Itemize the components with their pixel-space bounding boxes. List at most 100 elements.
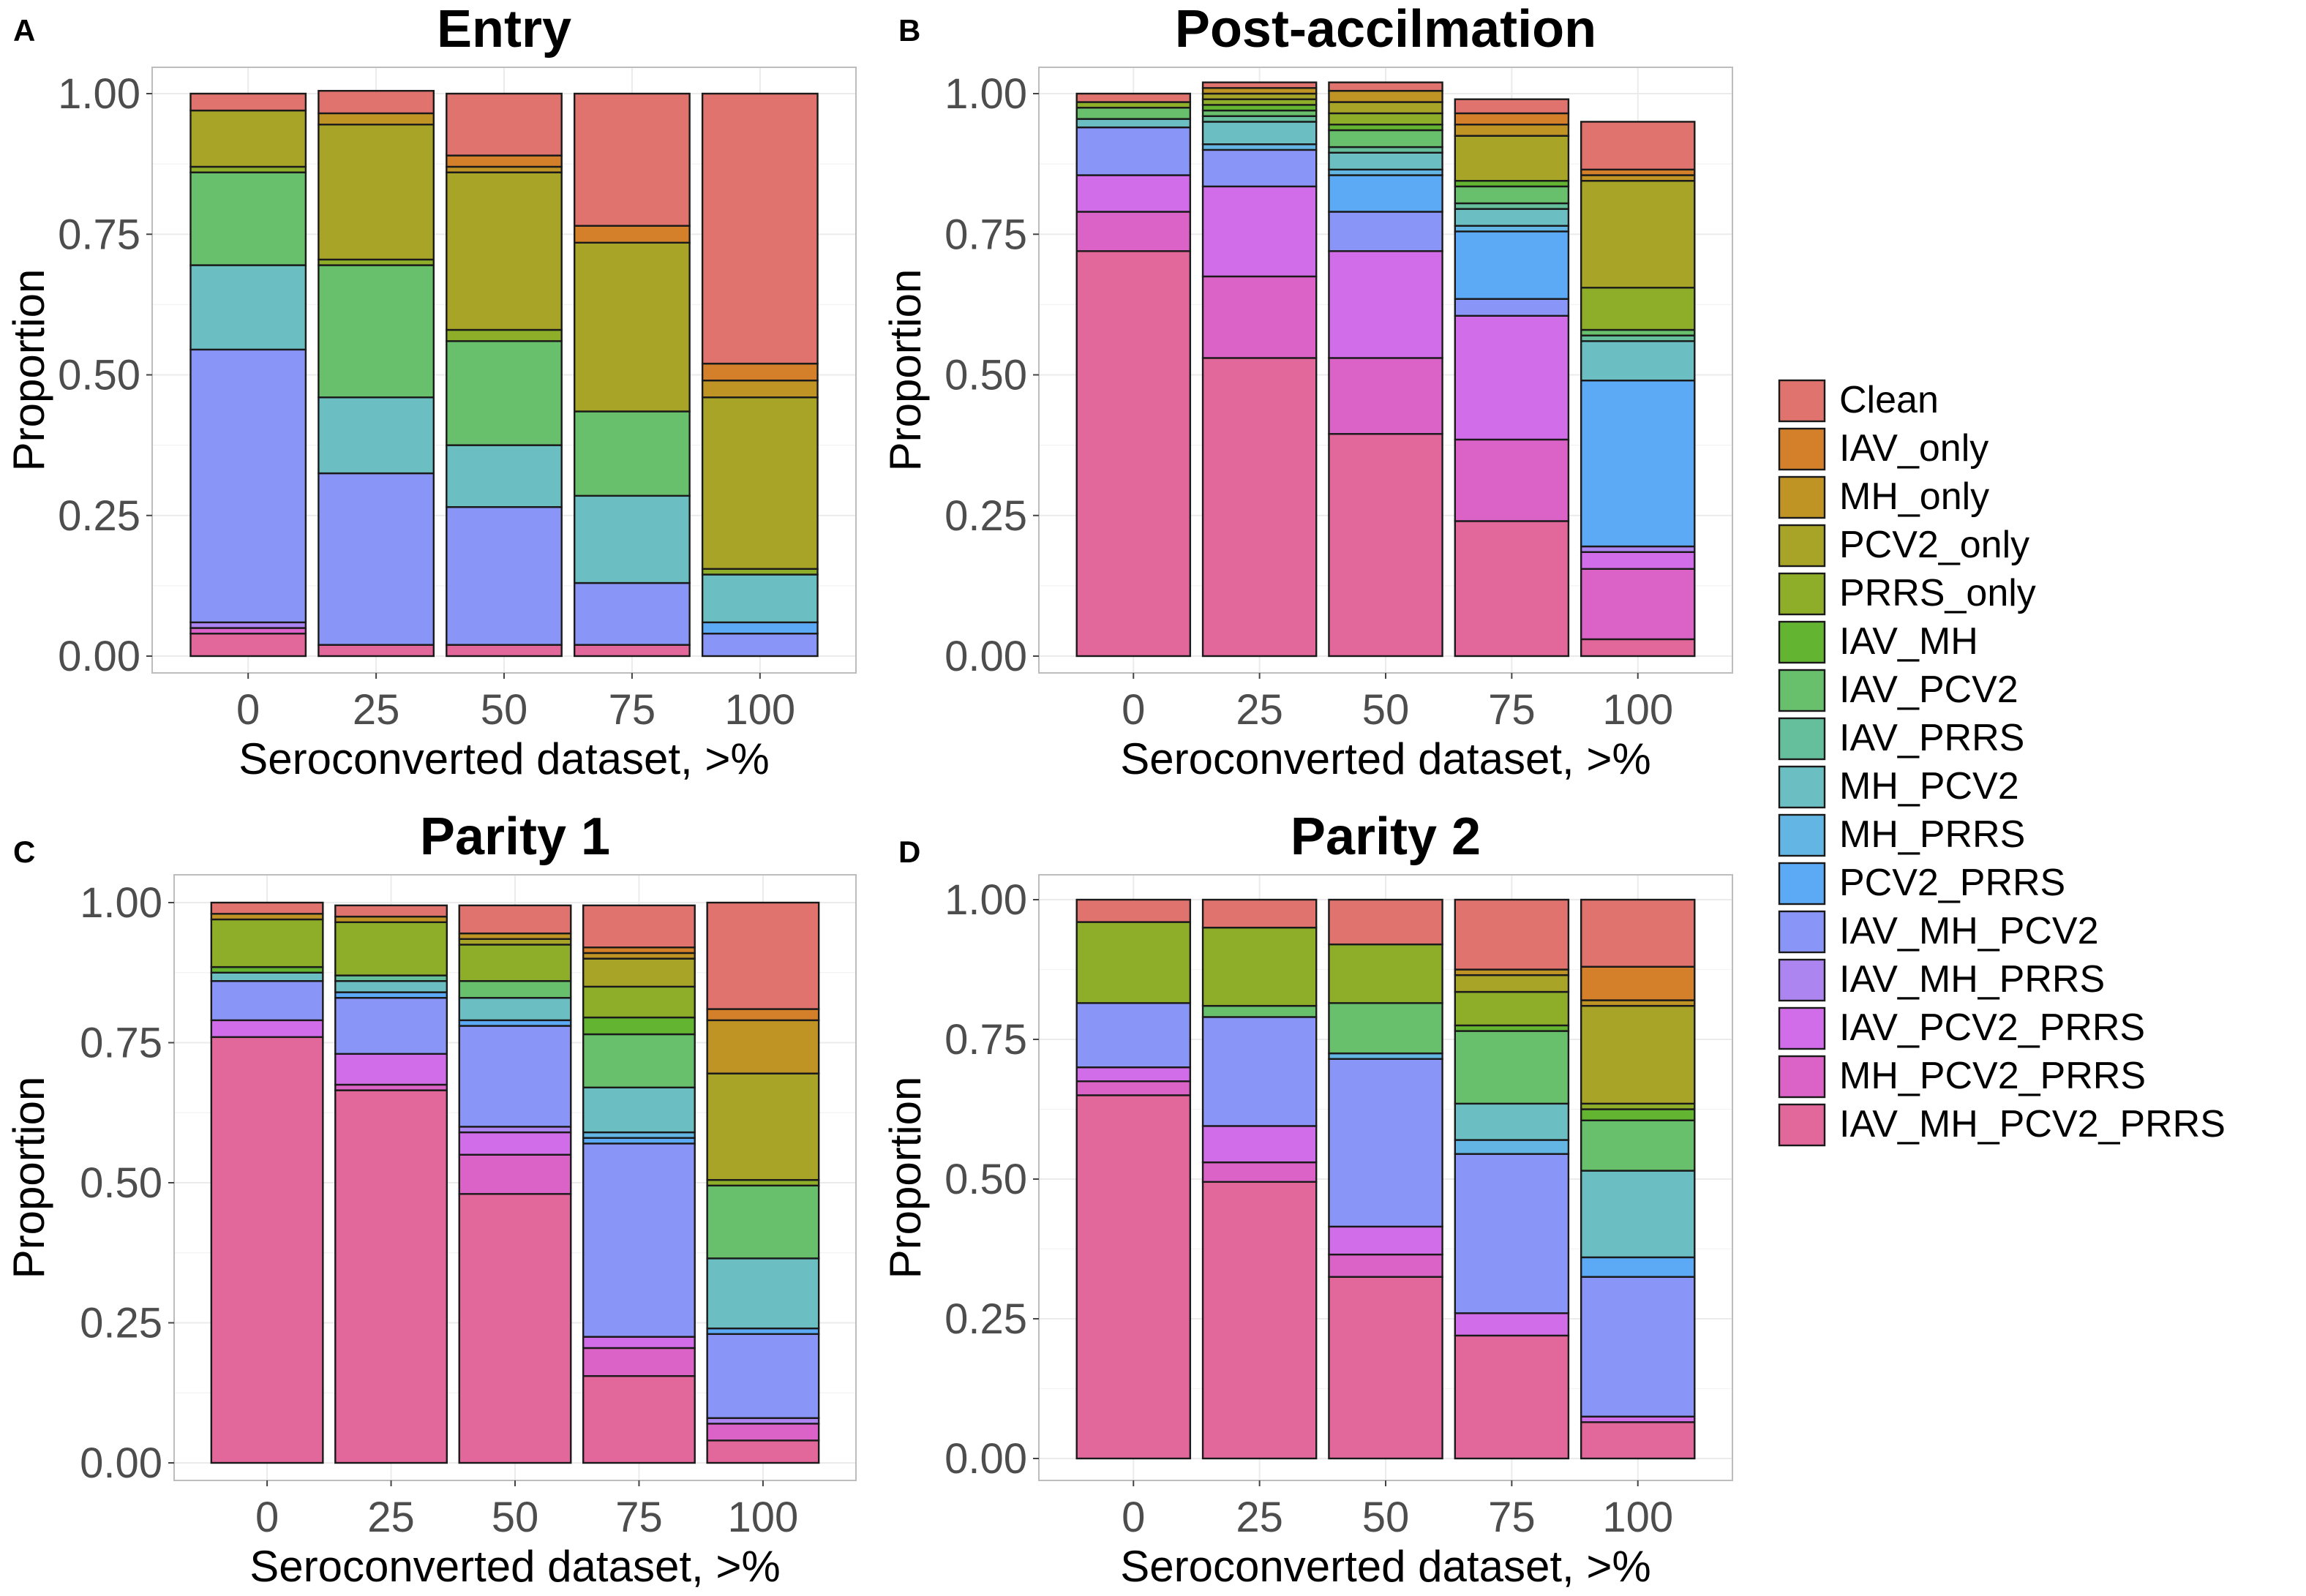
bar-segment xyxy=(1580,1256,1696,1278)
bar-segment xyxy=(318,644,435,658)
legend-label: IAV_PRRS xyxy=(1839,717,2024,759)
bar-segment xyxy=(1201,357,1318,658)
bar-segment xyxy=(701,633,819,658)
bar-segment xyxy=(1201,1004,1318,1018)
bar-segment xyxy=(1075,1080,1192,1096)
bar-segment xyxy=(210,918,324,968)
y-tick-label: 0.00 xyxy=(944,1435,1027,1483)
legend-label: IAV_MH xyxy=(1839,620,1978,663)
y-axis-label: Proportion xyxy=(881,1077,930,1279)
panel-tag: D xyxy=(898,835,920,869)
bar-segment xyxy=(1075,107,1192,120)
x-tick-label: 25 xyxy=(367,1494,415,1541)
bar-segment xyxy=(318,472,435,646)
y-tick-label: 0.50 xyxy=(80,1159,162,1207)
bar-segment xyxy=(1075,211,1192,252)
x-tick-label: 75 xyxy=(1488,1494,1536,1541)
y-tick-label: 1.00 xyxy=(80,879,162,927)
y-tick-label: 1.00 xyxy=(58,70,140,118)
bar-segment xyxy=(1328,129,1443,148)
bar-segment xyxy=(1454,990,1570,1027)
bar-segment xyxy=(1328,357,1443,435)
panel-tag: B xyxy=(898,13,920,48)
bar-segment xyxy=(334,904,448,918)
bar-segment xyxy=(1580,1004,1696,1105)
bar-segment xyxy=(706,1423,820,1442)
bar-segment xyxy=(189,348,307,624)
bar-segment xyxy=(1580,379,1696,548)
bar-segment xyxy=(318,124,435,261)
legend-item: MH_only xyxy=(1778,475,1989,519)
legend-label: MH_PCV2_PRRS xyxy=(1839,1055,2146,1097)
bar-segment xyxy=(1201,1161,1318,1183)
chart-panels: 0.000.250.500.751.000 25 50 75 100Seroconver… xyxy=(4,0,1733,1591)
legend-item: IAV_MH_PCV2_PRRS xyxy=(1778,1103,2226,1147)
bar-segment xyxy=(1075,1002,1192,1069)
bar-segment xyxy=(1454,230,1570,300)
panel-C: 0.00 0.25 0.50 0.75 1.00 0 25 50 75 100Seroconver… xyxy=(4,808,857,1591)
bar-segment xyxy=(1075,126,1192,176)
bar-segment xyxy=(1075,898,1192,923)
bar-segment xyxy=(574,241,691,413)
legend-swatch xyxy=(1778,620,1826,664)
bar-segment xyxy=(1328,174,1443,213)
bar-segment xyxy=(458,904,572,935)
x-axis-label: Seroconverted dataset, >% xyxy=(249,1542,780,1591)
bar-segment xyxy=(189,264,307,351)
bar-segment xyxy=(706,1184,820,1260)
bar-segment xyxy=(1454,1334,1570,1460)
x-axis-label: Seroconverted dataset, >% xyxy=(239,734,769,783)
bar-segment xyxy=(189,633,307,658)
bar-segment xyxy=(706,1008,820,1022)
bar-segment xyxy=(1201,148,1318,188)
bar-segment xyxy=(318,89,435,115)
legend-swatch xyxy=(1778,524,1826,568)
bar-segment xyxy=(1454,520,1570,658)
x-tick-label: 50 xyxy=(1362,686,1410,734)
y-tick-label: 0.75 xyxy=(944,211,1027,258)
legend-label: IAV_only xyxy=(1839,427,1988,470)
panel-D: 0.00 0.25 0.50 0.75 1.00 0 25 50 75 100Seroconver… xyxy=(881,808,1733,1591)
legend-item: PRRS_only xyxy=(1778,572,2036,616)
bar-segment xyxy=(210,980,324,1022)
bar-segment xyxy=(318,264,435,399)
legend-swatch xyxy=(1778,1006,1826,1050)
x-tick-label: 100 xyxy=(1602,686,1673,734)
bar-segment xyxy=(334,980,448,993)
x-tick-label: 75 xyxy=(615,1494,663,1541)
bar-segment xyxy=(1580,965,1696,1001)
y-tick-label: 0.00 xyxy=(80,1439,162,1487)
bar-segment xyxy=(1075,1066,1192,1083)
bar-segment xyxy=(334,921,448,976)
bar-segment xyxy=(458,1131,572,1156)
legend-swatch xyxy=(1778,765,1826,809)
bar-segment xyxy=(1075,250,1192,658)
bar-segment xyxy=(1580,1170,1696,1259)
bar-segment xyxy=(1580,287,1696,331)
bar-segment xyxy=(446,444,563,508)
y-tick-label: 1.00 xyxy=(944,70,1027,118)
bar-segment xyxy=(1580,638,1696,658)
legend-label: IAV_MH_PCV2 xyxy=(1839,910,2099,952)
legend-label: MH_only xyxy=(1839,475,1989,518)
bar-segment xyxy=(582,985,696,1019)
bar-segment xyxy=(210,901,324,915)
x-tick-label: 75 xyxy=(1488,686,1536,734)
panel-A: 0.00 0.25 0.50 0.75 1.00 0 25 50 75 100Seroconver… xyxy=(4,0,857,783)
bar-segment xyxy=(458,997,572,1022)
bar-segment xyxy=(1201,275,1318,359)
legend-label: PCV2_only xyxy=(1839,524,2029,566)
bar-segment xyxy=(446,644,563,658)
legend-item: IAV_MH_PRRS xyxy=(1778,958,2105,1002)
legend-item: IAV_PRRS xyxy=(1778,717,2024,761)
bar-segment xyxy=(574,225,691,244)
bar-segment xyxy=(318,112,435,126)
bar-segment xyxy=(582,1143,696,1338)
bar-segment xyxy=(446,92,563,157)
legend-label: MH_PRRS xyxy=(1839,813,2025,856)
bar-segment xyxy=(446,154,563,168)
bar-segment xyxy=(1328,1253,1443,1278)
legend-label: PCV2_PRRS xyxy=(1839,862,2065,904)
bar-segment xyxy=(1580,121,1696,171)
